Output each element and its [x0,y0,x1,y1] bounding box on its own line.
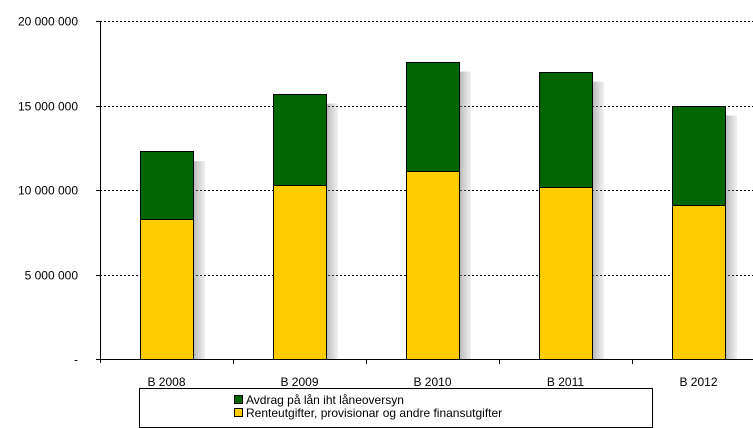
y-tick-label: 20 000 000 [18,15,78,29]
legend-swatch-avdrag [234,395,243,404]
x-tick-label: B 2009 [280,375,318,389]
x-tick-label: B 2008 [147,375,185,389]
bar-segment-avdrag [273,94,327,186]
legend-label-avdrag: Avdrag på lån iht låneoversyn [246,392,404,407]
bar-segment-avdrag [140,151,194,220]
x-tick-label: B 2010 [413,375,451,389]
legend-swatch-renteutgifter [234,408,243,417]
y-tick-label: 5 000 000 [25,269,79,283]
legend-item-avdrag: Avdrag på lån iht låneoversyn [234,393,404,406]
legend-label-renteutgifter: Renteutgifter, provisionar og andre fina… [246,405,503,420]
x-tick-label: B 2011 [547,375,584,389]
chart-legend: Avdrag på lån iht låneoversyn Renteutgif… [139,388,653,428]
y-tick-label: 10 000 000 [18,184,78,198]
bar-segment-renteutgifter [273,185,327,360]
bar-shadow [193,161,205,359]
bar-shadow [592,81,604,359]
bar-segment-renteutgifter [140,219,194,360]
bar-shadow [326,103,338,359]
bar-segment-avdrag [672,106,726,206]
bar-segment-avdrag [539,72,593,188]
bar-segment-avdrag [406,62,460,172]
y-tick-label: 15 000 000 [18,100,78,114]
y-tick-label: - [74,353,78,367]
bar-shadow [725,115,737,359]
bar-segment-renteutgifter [672,205,726,360]
legend-item-renteutgifter: Renteutgifter, provisionar og andre fina… [234,406,502,419]
bar-shadow [459,71,471,359]
bar-segment-renteutgifter [406,171,460,360]
bar-segment-renteutgifter [539,187,593,360]
x-tick-label: B 2012 [679,375,717,389]
